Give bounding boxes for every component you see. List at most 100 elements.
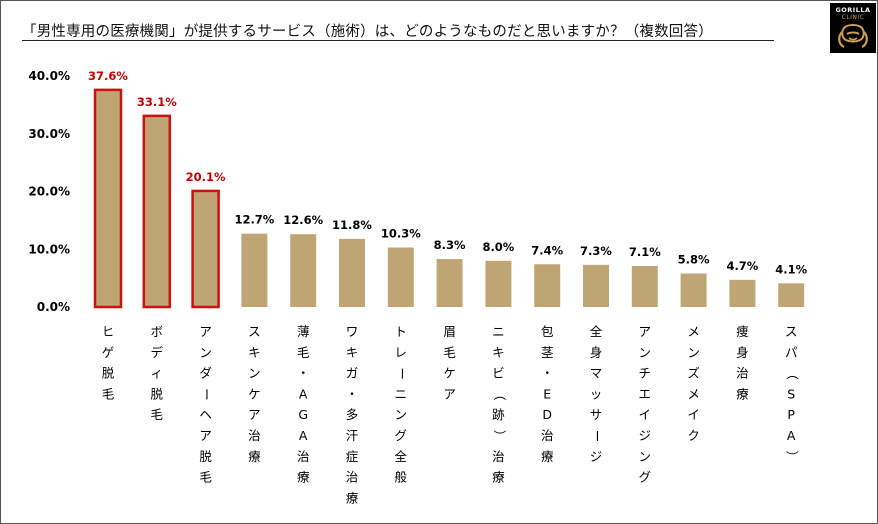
x-tick-char: ッ [590,386,603,401]
x-tick-char: 身 [590,345,603,360]
x-tick-char: ス [785,324,798,339]
x-tick-char: 毛 [199,470,212,485]
x-tick-char: 症 [346,449,359,464]
x-tick-char: ） [492,430,507,443]
data-label: 5.8% [678,253,710,267]
x-tick-char: ー [590,430,605,443]
data-label: 33.1% [137,95,177,109]
x-tick-char: ン [248,366,261,381]
x-tick-char: 包 [541,324,554,339]
x-tick-char: 跡 [492,407,505,422]
bar [680,273,707,307]
data-label: 12.7% [234,213,274,227]
x-tick-char: ー [199,388,214,401]
x-tick-char: ジ [639,428,652,443]
data-label: 10.3% [381,227,421,241]
data-label: 20.1% [186,170,226,184]
x-tick-char: 毛 [102,386,115,401]
x-tick-char: S [787,386,795,401]
x-tick-char: ン [687,345,700,360]
x-tick-char: キ [248,345,261,360]
bar [583,264,609,307]
x-tick-char: ・ [541,366,554,381]
x-tick-char: 治 [346,470,359,485]
x-tick-char: 療 [346,490,359,505]
x-tick-char: A [299,428,308,443]
bar [534,264,561,307]
x-tick-char: ン [199,345,212,360]
bar [387,247,414,307]
x-tick-char: 痩 [736,324,749,339]
data-label: 4.7% [726,259,758,273]
x-tick-char: E [543,386,551,401]
x-tick-char: ー [394,367,409,380]
bar [339,238,365,307]
x-tick-char: ワ [346,324,359,339]
x-tick-char: ク [687,428,700,443]
x-tick-char: 身 [736,345,749,360]
x-tick-char: レ [395,345,408,360]
x-tick-char: 毛 [297,345,310,360]
x-tick-char: 薄 [297,324,310,339]
title-underline [22,40,774,41]
y-tick-label: 40.0% [28,69,70,83]
x-tick-char: 脱 [102,366,115,381]
x-tick-char: ・ [346,386,359,401]
x-tick-char: 毛 [151,407,164,422]
data-label: 4.1% [775,262,807,276]
x-tick-char: 全 [395,449,408,464]
x-axis-labels: ヒゲ脱毛ボディ脱毛アンダーヘア脱毛スキンケア治療薄毛・AGA治療ワキガ・多汗症治… [102,324,800,505]
x-tick-char: ア [199,324,212,339]
x-tick-char: （ [492,388,507,401]
x-tick-char: ） [785,451,800,464]
bar [436,259,463,307]
x-tick-char: ア [443,386,456,401]
bar [778,283,805,307]
bar [485,260,512,307]
data-label: 8.0% [482,240,514,254]
x-tick-char: ヒ [102,324,115,339]
x-tick-char: マ [590,366,603,381]
x-tick-char: イ [687,407,700,422]
x-tick-char: A [787,428,796,443]
x-tick-char: D [542,407,552,422]
bar [191,189,220,309]
bar [631,265,658,307]
x-tick-char: 治 [541,428,554,443]
data-label: 7.3% [580,244,612,258]
bar [142,114,172,309]
x-tick-char: イ [639,407,652,422]
y-axis: 0.0% 10.0% 20.0% 30.0% 40.0% [28,69,70,314]
x-tick-char: 全 [590,324,603,339]
x-tick-char: メ [687,324,700,339]
x-tick-char: エ [639,386,652,401]
x-tick-char: ィ [151,366,164,381]
x-tick-char: ン [639,345,652,360]
data-label: 7.1% [629,245,661,259]
gorilla-clinic-logo: GORILLA CLINIC [830,3,876,53]
bar [290,234,317,307]
x-tick-char: 療 [297,470,310,485]
x-tick-char: ニ [395,386,408,401]
y-tick-label: 10.0% [28,242,70,256]
x-tick-char: メ [687,386,700,401]
x-tick-char: 治 [248,428,261,443]
x-tick-char: ボ [151,324,164,339]
x-tick-char: G [298,407,308,422]
logo-text-gorilla: GORILLA [835,6,871,14]
x-tick-char: ン [395,407,408,422]
x-tick-char: 療 [492,470,505,485]
x-tick-char: 汗 [346,428,359,443]
bar [93,88,123,309]
chart-title: 「男性専用の医療機関」が提供するサービス（施術）は、どのようなものだと思いますか… [22,24,713,40]
